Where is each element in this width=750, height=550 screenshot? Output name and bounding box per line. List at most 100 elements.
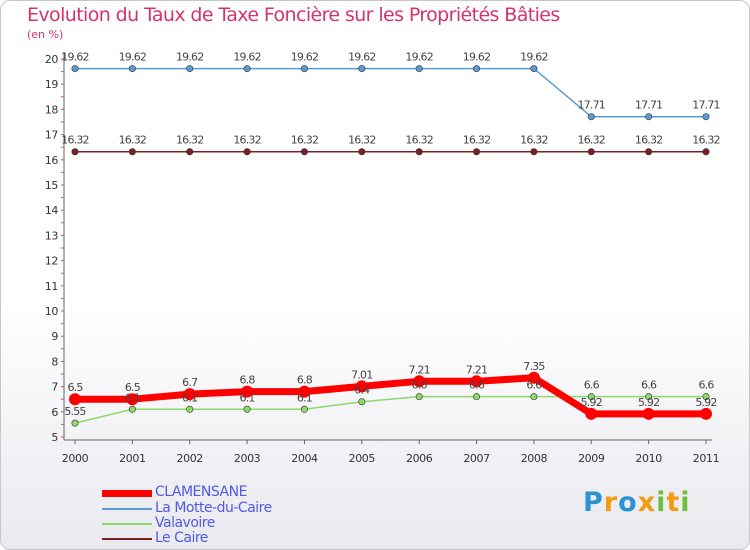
data-label-valavoire: 6.6 (526, 379, 542, 392)
data-point-la-motte-du-caire (587, 113, 595, 121)
data-point-la-motte-du-caire (358, 65, 366, 73)
data-label-valavoire: 6.1 (297, 391, 312, 404)
x-tick-label: 2000 (62, 452, 89, 465)
data-point-la-motte-du-caire (415, 65, 423, 73)
chart-title: Evolution du Taux de Taxe Foncière sur l… (27, 4, 560, 26)
data-label-clamensane: 6.5 (125, 381, 141, 394)
data-point-valavoire (128, 405, 136, 413)
data-point-valavoire (243, 405, 251, 413)
y-tick-label: 6 (51, 406, 58, 419)
data-label-le-caire: 16.32 (692, 134, 720, 147)
data-label-le-caire: 16.32 (176, 134, 204, 147)
data-point-clamensane (700, 407, 712, 420)
data-point-valavoire (473, 393, 481, 401)
data-label-valavoire: 6.6 (469, 379, 485, 392)
data-label-valavoire: 6.6 (584, 379, 600, 392)
x-tick-label: 2008 (521, 452, 548, 465)
data-label-clamensane: 6.8 (297, 374, 313, 387)
data-point-valavoire (702, 393, 710, 401)
series-line-clamensane (75, 374, 706, 418)
data-point-clamensane (585, 407, 598, 420)
data-label-la-motte-du-caire: 19.62 (61, 51, 89, 64)
data-label-valavoire: 6.1 (125, 391, 140, 404)
data-point-valavoire (645, 393, 653, 401)
legend-label-le-caire: Le Caire (155, 530, 208, 546)
x-tick-label: 2010 (635, 452, 662, 465)
legend-swatch-le-caire (102, 538, 152, 540)
data-label-clamensane: 7.01 (351, 368, 372, 381)
data-point-valavoire (71, 419, 79, 427)
y-tick-label: 19 (45, 78, 59, 91)
data-label-le-caire: 16.32 (578, 134, 606, 147)
data-label-clamensane: 6.8 (240, 374, 256, 387)
data-point-la-motte-du-caire (186, 65, 194, 73)
data-point-le-caire (473, 148, 481, 156)
data-labels: 6.5 6.5 6.7 6.8 6.8 7.01 7.21 7.21 7.35 5.92 5.92 5… (61, 51, 720, 419)
y-tick-label: 10 (45, 305, 59, 318)
y-tick-label: 16 (45, 154, 59, 167)
axes (61, 52, 712, 441)
x-tick-label: 2006 (406, 452, 433, 465)
x-tick-label: 2007 (463, 452, 490, 465)
data-point-valavoire (530, 393, 538, 401)
data-label-la-motte-du-caire: 19.62 (233, 51, 261, 64)
data-point-le-caire (128, 148, 136, 156)
data-label-clamensane: 7.21 (466, 363, 487, 376)
data-point-le-caire (530, 148, 538, 156)
y-tick-label: 5 (51, 431, 58, 444)
data-point-valavoire (186, 405, 194, 413)
data-point-clamensane (642, 407, 655, 420)
legend-label-valavoire: Valavoire (155, 515, 215, 531)
data-point-clamensane (355, 380, 368, 393)
data-label-la-motte-du-caire: 19.62 (119, 51, 147, 64)
data-label-la-motte-du-caire: 19.62 (176, 51, 204, 64)
data-point-valavoire (358, 398, 366, 406)
data-point-le-caire (702, 148, 710, 156)
data-label-valavoire: 6.6 (698, 379, 714, 392)
data-label-valavoire: 5.55 (64, 405, 86, 418)
data-label-valavoire: 6.4 (354, 384, 370, 397)
data-label-valavoire: 6.1 (182, 391, 197, 404)
data-label-la-motte-du-caire: 19.62 (348, 51, 376, 64)
y-tick-label: 8 (51, 355, 58, 368)
data-point-la-motte-du-caire (530, 65, 538, 73)
data-label-le-caire: 16.32 (291, 134, 319, 147)
data-point-clamensane (470, 375, 483, 388)
x-tick-label: 2002 (177, 452, 203, 465)
y-tick-label: 14 (45, 204, 59, 217)
data-label-la-motte-du-caire: 17.71 (578, 99, 606, 112)
data-point-clamensane (413, 375, 426, 388)
y-tick-label: 13 (45, 229, 59, 242)
data-point-clamensane (241, 385, 254, 398)
data-point-valavoire (415, 393, 423, 401)
data-label-le-caire: 16.32 (233, 134, 261, 147)
x-tick-label: 2004 (291, 452, 318, 465)
data-label-la-motte-du-caire: 19.62 (291, 51, 319, 64)
data-label-le-caire: 16.32 (119, 134, 147, 147)
data-point-valavoire (300, 405, 308, 413)
data-point-le-caire (243, 148, 251, 156)
data-label-le-caire: 16.32 (520, 134, 548, 147)
series-lines (69, 65, 712, 427)
y-tick-label: 17 (45, 129, 59, 142)
y-axis-ticks: 5 6 7 8 9 10 11 12 13 14 15 16 17 18 19 20 (45, 53, 59, 444)
legend-label-clamensane: CLAMENSANE (155, 484, 247, 500)
data-label-le-caire: 16.32 (61, 134, 89, 147)
y-tick-label: 12 (45, 255, 58, 268)
data-label-la-motte-du-caire: 17.71 (635, 99, 663, 112)
data-point-valavoire (587, 393, 595, 401)
data-label-la-motte-du-caire: 19.62 (463, 51, 491, 64)
x-axis-ticks: 2000 2001 2002 2003 2004 2005 2006 2007 2008 2009… (62, 440, 720, 465)
x-tick-label: 2009 (578, 452, 605, 465)
data-point-le-caire (71, 148, 79, 156)
y-tick-label: 15 (45, 179, 59, 192)
data-point-clamensane (126, 393, 139, 406)
data-point-la-motte-du-caire (645, 113, 653, 121)
x-tick-label: 2001 (119, 452, 145, 465)
data-point-la-motte-du-caire (243, 65, 251, 73)
data-point-la-motte-du-caire (128, 65, 136, 73)
legend-swatch-la-motte-du-caire (102, 508, 152, 510)
x-tick-label: 2011 (693, 452, 719, 465)
